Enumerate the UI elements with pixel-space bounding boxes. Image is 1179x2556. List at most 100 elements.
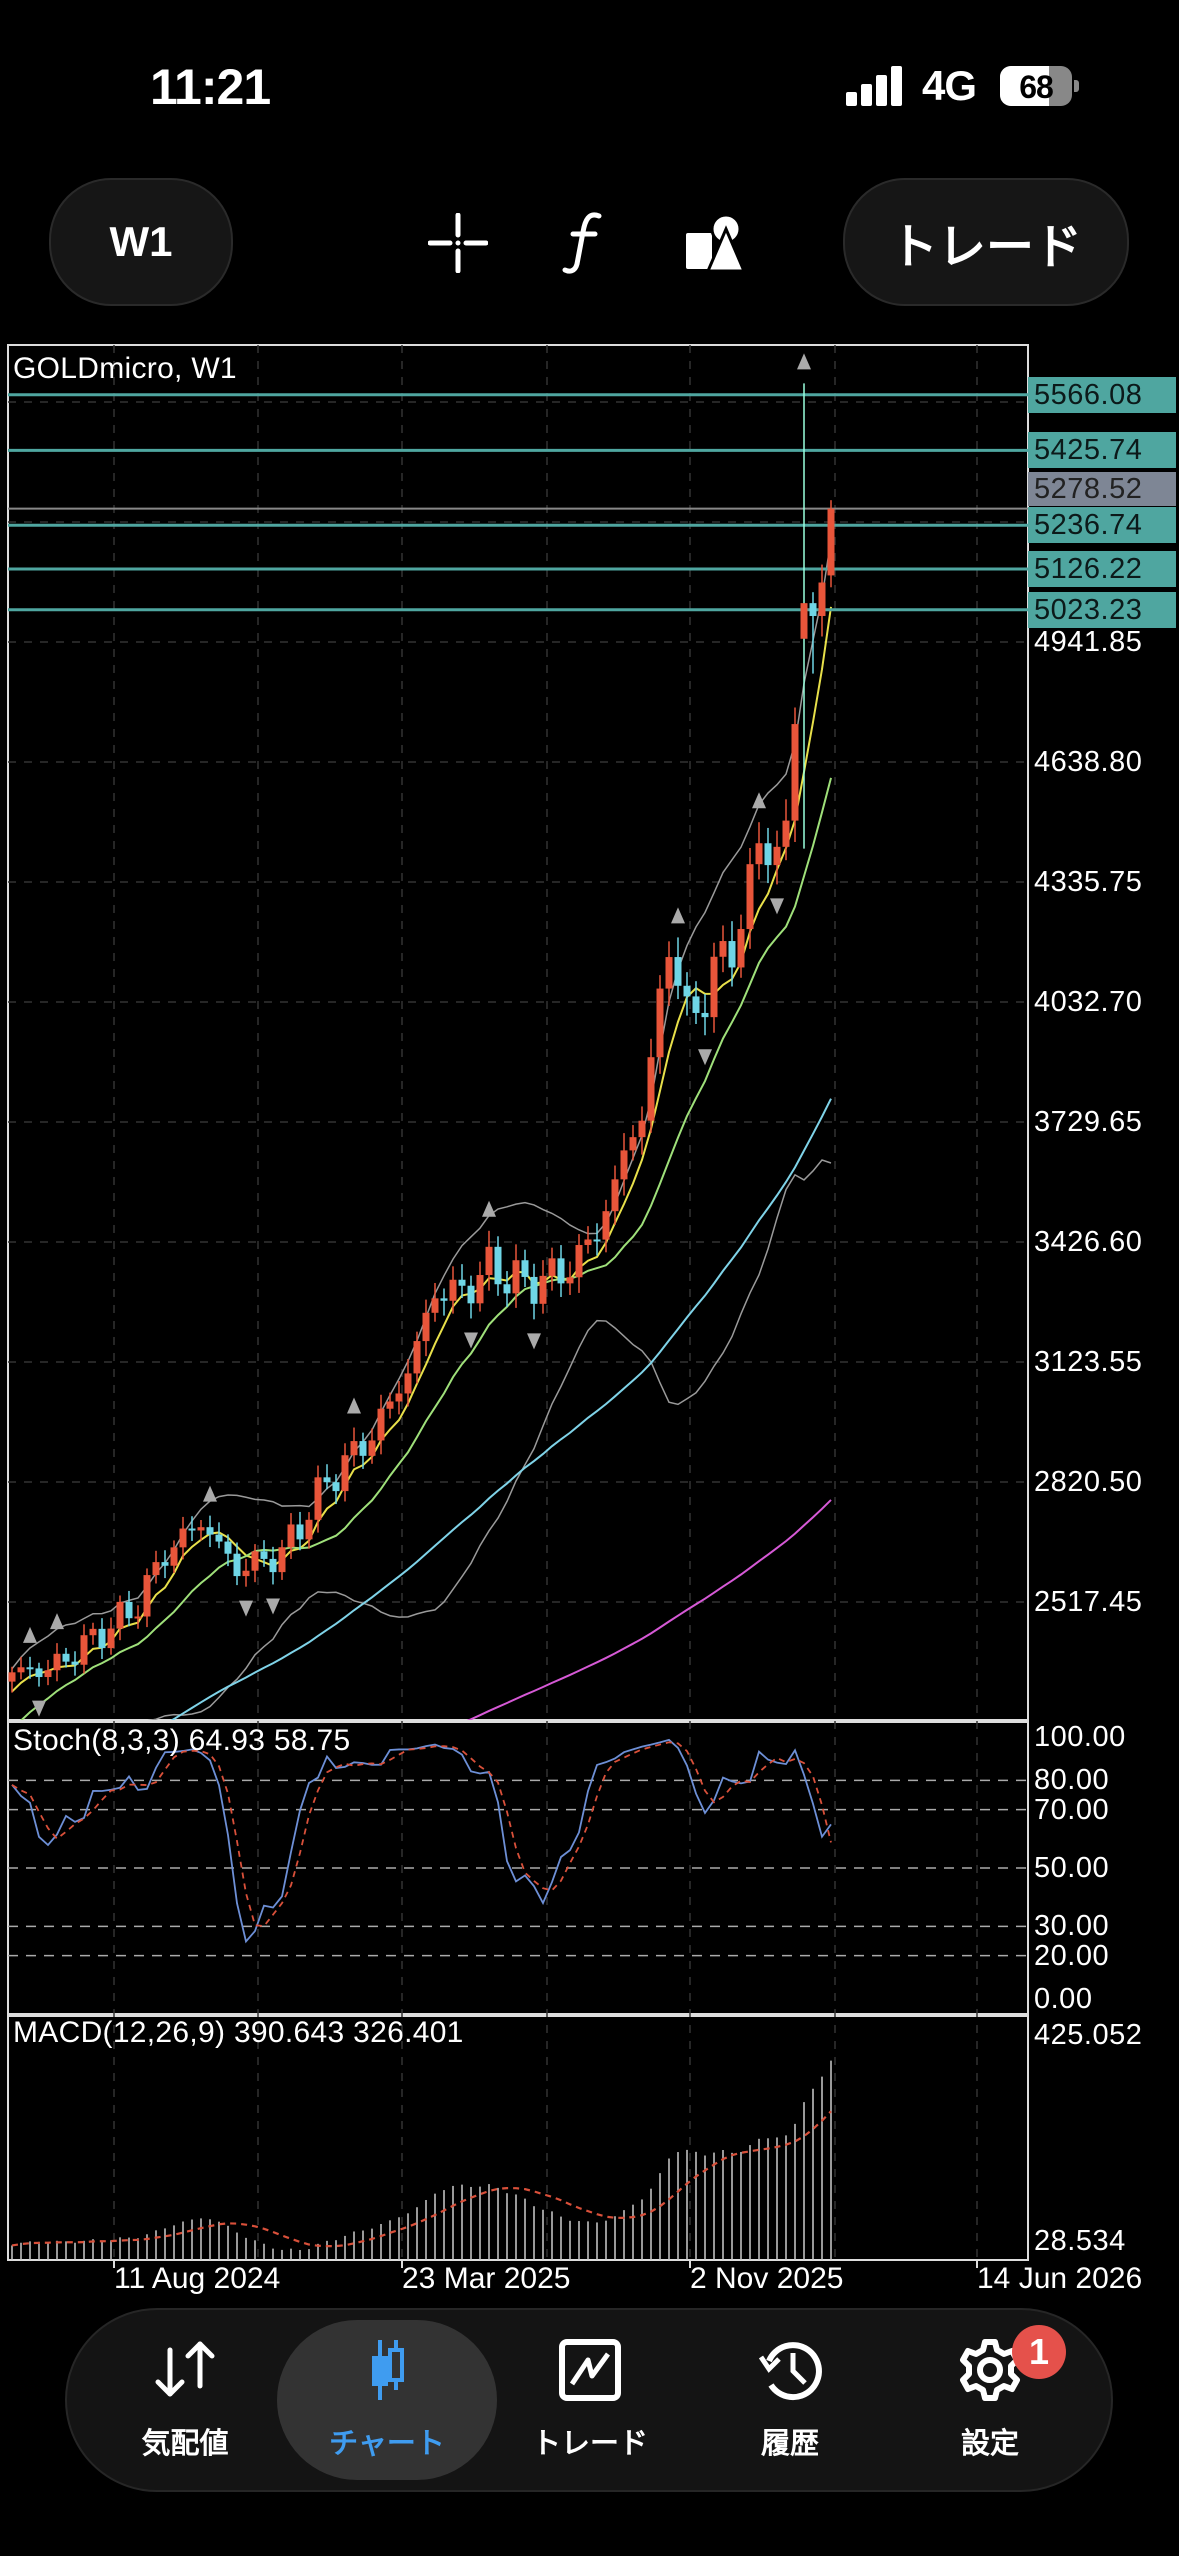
candle-body: [80, 1635, 88, 1665]
candle-body: [755, 843, 763, 865]
date-label: 11 Aug 2024: [114, 2262, 281, 2295]
nav-item-quotes[interactable]: 気配値: [85, 2330, 285, 2480]
candle: [341, 1443, 349, 1502]
candle: [80, 1624, 88, 1674]
candle-body: [359, 1441, 367, 1456]
candle: [260, 1540, 268, 1567]
candle: [530, 1263, 538, 1320]
candle: [773, 830, 781, 885]
settings-badge: 1: [1012, 2325, 1066, 2379]
fractal-down-icon: [239, 1600, 253, 1617]
network-type: 4G: [922, 62, 977, 109]
candle-body: [665, 957, 673, 989]
candle: [269, 1546, 277, 1585]
candle-body: [728, 941, 736, 968]
timeframe-button[interactable]: W1: [49, 178, 233, 306]
candle: [422, 1299, 430, 1357]
panel-border: [7, 344, 1029, 1721]
candle-body: [143, 1575, 151, 1617]
candle-body: [548, 1258, 556, 1276]
nav-item-settings[interactable]: 設定: [890, 2330, 1090, 2480]
candle-body: [269, 1558, 277, 1573]
candle: [800, 383, 808, 849]
candle: [638, 1106, 646, 1155]
price-level-label[interactable]: 5236.74: [1028, 507, 1176, 544]
candle: [116, 1595, 124, 1641]
candle: [287, 1513, 295, 1559]
macd-signal-line: [11, 2110, 832, 2248]
battery-tip: [1074, 80, 1079, 92]
candle: [692, 981, 700, 1024]
candle: [161, 1550, 169, 1579]
price-axis-label: 3123.55: [1034, 1346, 1143, 1379]
candle: [179, 1516, 187, 1560]
shapes-icon[interactable]: [682, 210, 748, 276]
candle-body: [593, 1239, 601, 1242]
candle: [296, 1511, 304, 1551]
candle: [665, 941, 673, 1006]
fractal-up-icon: [671, 907, 685, 924]
candle-body: [692, 996, 700, 1013]
candle-body: [737, 929, 745, 968]
candle: [746, 847, 754, 949]
price-level-label[interactable]: 5425.74: [1028, 432, 1176, 469]
candle-body: [107, 1628, 115, 1649]
price-level-label[interactable]: 5126.22: [1028, 550, 1176, 587]
candle: [737, 914, 745, 978]
candle-body: [395, 1393, 403, 1402]
nav-item-chart[interactable]: チャート: [287, 2330, 487, 2480]
candle-body: [53, 1653, 61, 1671]
candle-body: [71, 1661, 79, 1665]
stochastic-axis-label: 0.00: [1034, 1983, 1093, 2015]
candle: [593, 1223, 601, 1256]
battery-icon: 68: [1000, 66, 1072, 106]
candle: [251, 1544, 259, 1583]
nav-item-trade[interactable]: トレード: [490, 2330, 690, 2480]
candle-body: [584, 1239, 592, 1246]
candle: [602, 1199, 610, 1253]
candle: [53, 1643, 61, 1682]
candle-body: [134, 1616, 142, 1619]
fractal-up-icon: [23, 1626, 37, 1643]
candle: [143, 1568, 151, 1628]
candle-body: [215, 1534, 223, 1542]
candle-body: [44, 1670, 52, 1678]
candle-body: [566, 1277, 574, 1284]
price-axis-label: 4638.80: [1034, 746, 1143, 778]
price-level-label[interactable]: 5023.23: [1028, 591, 1176, 628]
candle-body: [197, 1527, 205, 1531]
crosshair-icon[interactable]: [425, 210, 491, 276]
candle-body: [152, 1562, 160, 1576]
candle: [386, 1392, 394, 1419]
candle-body: [557, 1258, 565, 1284]
candle-body: [170, 1547, 178, 1566]
nav-item-history[interactable]: 履歴: [690, 2330, 890, 2480]
macd-axis-min: 28.534: [1034, 2225, 1126, 2257]
function-icon[interactable]: [552, 210, 618, 276]
price-axis-label: 2517.45: [1034, 1586, 1143, 1619]
battery-level: 68: [1019, 69, 1054, 105]
candle-body: [530, 1276, 538, 1304]
candle-body: [701, 1012, 709, 1018]
candle: [701, 993, 709, 1036]
candle-body: [179, 1528, 187, 1548]
candle: [134, 1605, 142, 1629]
candle-body: [800, 603, 808, 639]
fractal-up-icon: [50, 1613, 64, 1630]
candle: [44, 1659, 52, 1686]
candle-body: [494, 1246, 502, 1285]
candle-body: [341, 1455, 349, 1492]
candle-body: [125, 1601, 133, 1619]
main-plot: [8, 353, 1028, 1720]
trade-button[interactable]: トレード: [843, 178, 1129, 306]
candle: [458, 1264, 466, 1299]
candle-body: [449, 1279, 457, 1301]
candle-body: [314, 1477, 322, 1520]
candle-body: [656, 988, 664, 1058]
candle-body: [251, 1551, 259, 1571]
candle: [512, 1244, 520, 1308]
candle: [332, 1474, 340, 1505]
price-level-label[interactable]: 5566.08: [1028, 376, 1176, 413]
moving-average-50: [170, 1098, 832, 1720]
